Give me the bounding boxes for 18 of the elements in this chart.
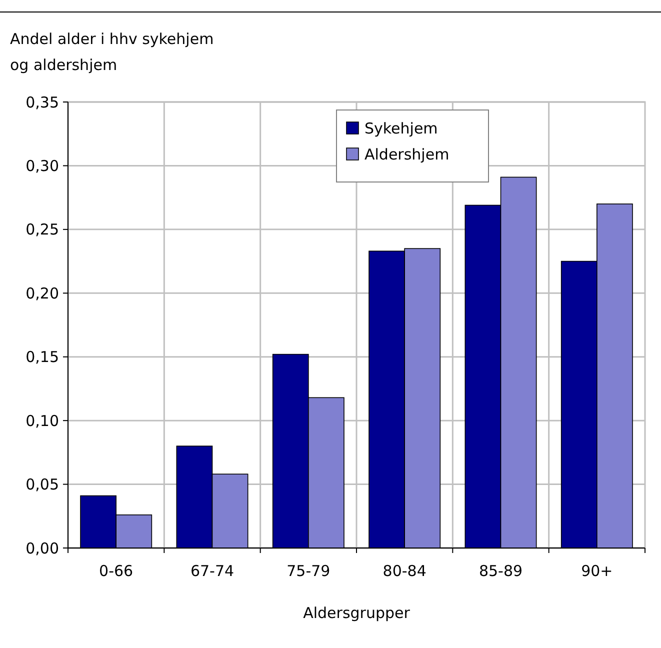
y-tick-label: 0,00 <box>26 539 59 558</box>
y-tick-label: 0,35 <box>26 93 59 112</box>
y-tick-label: 0,05 <box>26 476 59 494</box>
x-tick-label: 85-89 <box>478 562 523 580</box>
x-tick-label: 75-79 <box>286 562 330 580</box>
legend-label: Sykehjem <box>364 119 438 138</box>
y-tick-label: 0,15 <box>26 348 59 366</box>
y-tick-label: 0,25 <box>26 220 59 239</box>
y-tick-label: 0,30 <box>26 156 59 175</box>
y-axis-title: Andel alder i hhv sykehjem og aldershjem <box>10 30 214 74</box>
legend-label: Aldershjem <box>364 145 450 164</box>
x-axis-title: Aldersgrupper <box>303 604 411 622</box>
y-tick-label: 0,10 <box>26 412 59 430</box>
x-tick-label: 67-74 <box>190 562 234 580</box>
x-tick-label: 80-84 <box>382 562 426 580</box>
x-tick-label: 0-66 <box>99 562 134 580</box>
x-tick-label: 90+ <box>581 562 613 580</box>
y-tick-label: 0,20 <box>26 284 59 302</box>
